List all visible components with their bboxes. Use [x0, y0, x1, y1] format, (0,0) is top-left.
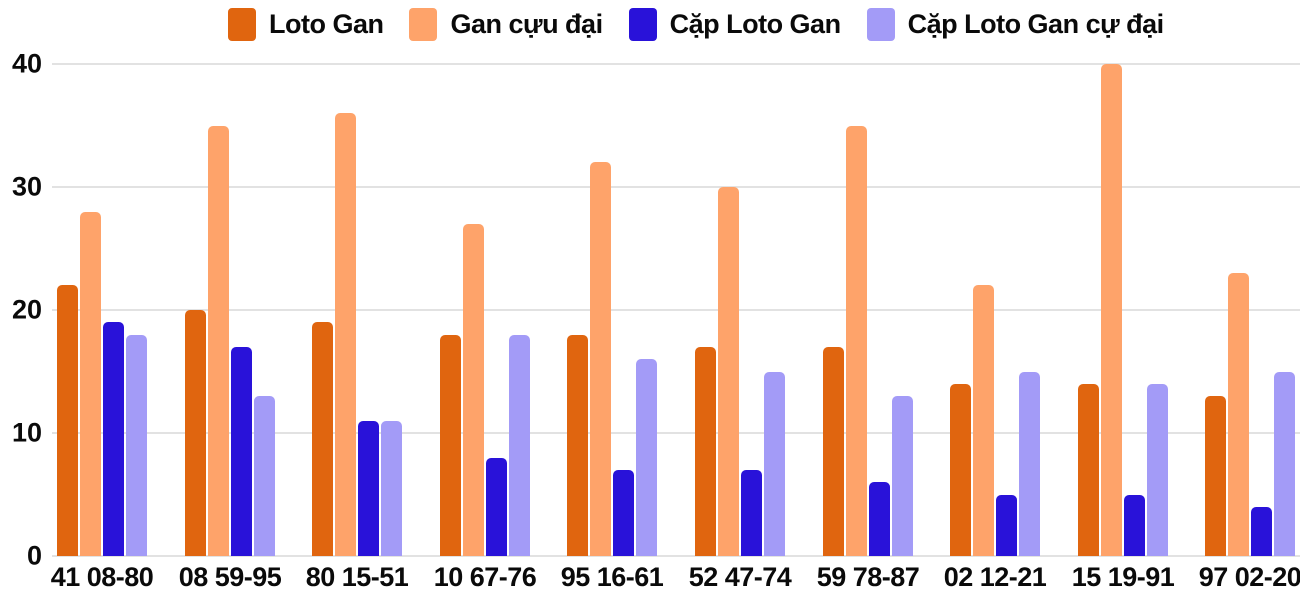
legend-swatch-icon [228, 8, 256, 41]
bar-loto-gan[interactable] [440, 334, 461, 556]
bar-loto-gan[interactable] [312, 322, 333, 556]
bar-loto-gan[interactable] [1078, 383, 1099, 556]
bar-cap-loto-gan[interactable] [613, 469, 634, 556]
legend-swatch-icon [628, 8, 657, 41]
x-axis-label: 80 15-51 [305, 562, 409, 592]
legend-label: Cặp Loto Gan cự đại [907, 9, 1165, 39]
bar-cap-loto-gan-cu-ai[interactable] [254, 396, 275, 556]
bar-gan-cuu-ai[interactable] [1101, 64, 1122, 556]
bar-gan-cuu-ai[interactable] [1228, 273, 1249, 556]
bar-cap-loto-gan-cu-ai[interactable] [1274, 371, 1295, 556]
legend-item-cap-loto-gan[interactable]: Cặp Loto Gan [628, 8, 842, 41]
x-axis-label: 15 19-91 [1071, 562, 1175, 592]
bar-cap-loto-gan[interactable] [486, 457, 507, 556]
bar-cap-loto-gan[interactable] [869, 482, 890, 556]
bar-cap-loto-gan[interactable] [1251, 506, 1272, 556]
x-axis-label: 08 59-95 [178, 562, 282, 592]
bar-gan-cuu-ai[interactable] [590, 162, 611, 556]
legend-swatch-icon [866, 8, 895, 41]
legend-label: Loto Gan [269, 9, 384, 39]
legend-item-loto-gan[interactable]: Loto Gan [228, 8, 384, 41]
bar-cap-loto-gan-cu-ai[interactable] [509, 334, 530, 556]
legend-swatch-icon [409, 8, 438, 41]
x-axis-label: 41 08-80 [50, 562, 154, 592]
legend-item-cap-loto-gan-cu-ai[interactable]: Cặp Loto Gan cự đại [866, 8, 1165, 41]
y-axis-label: 10 [11, 417, 42, 448]
bar-cap-loto-gan-cu-ai[interactable] [892, 396, 913, 556]
bar-cap-loto-gan[interactable] [358, 420, 379, 556]
bar-gan-cuu-ai[interactable] [973, 285, 994, 556]
gridline [52, 63, 1300, 65]
bar-loto-gan[interactable] [1205, 396, 1226, 556]
bar-gan-cuu-ai[interactable] [463, 223, 484, 556]
x-axis-label: 10 67-76 [433, 562, 537, 592]
legend-item-gan-cuu-ai[interactable]: Gan cựu đại [409, 8, 603, 41]
bar-gan-cuu-ai[interactable] [80, 211, 101, 556]
y-axis-label: 30 [11, 171, 42, 202]
bar-loto-gan[interactable] [567, 334, 588, 556]
legend-label: Cặp Loto Gan [669, 9, 842, 39]
gridline [52, 432, 1300, 434]
bar-cap-loto-gan-cu-ai[interactable] [126, 334, 147, 556]
bar-gan-cuu-ai[interactable] [335, 113, 356, 556]
bar-gan-cuu-ai[interactable] [718, 187, 739, 556]
legend-label: Gan cựu đại [450, 9, 603, 39]
bar-cap-loto-gan[interactable] [741, 469, 762, 556]
bar-loto-gan[interactable] [695, 346, 716, 556]
bar-gan-cuu-ai[interactable] [208, 125, 229, 556]
bar-cap-loto-gan[interactable] [1124, 494, 1145, 556]
bar-cap-loto-gan[interactable] [103, 322, 124, 556]
x-axis-label: 02 12-21 [943, 562, 1047, 592]
bar-cap-loto-gan[interactable] [231, 346, 252, 556]
bar-loto-gan[interactable] [950, 383, 971, 556]
y-axis-label: 20 [11, 294, 42, 325]
x-axis-label: 95 16-61 [560, 562, 664, 592]
gridline [52, 309, 1300, 311]
bar-loto-gan[interactable] [823, 346, 844, 556]
y-axis-label: 0 [26, 540, 42, 571]
bar-cap-loto-gan-cu-ai[interactable] [1019, 371, 1040, 556]
chart-legend: Loto Gan Gan cựu đại Cặp Loto Gan Cặp Loto … [228, 8, 1164, 41]
bar-loto-gan[interactable] [185, 310, 206, 556]
bar-cap-loto-gan-cu-ai[interactable] [381, 420, 402, 556]
bar-gan-cuu-ai[interactable] [846, 125, 867, 556]
y-axis-label: 40 [11, 48, 42, 79]
bar-cap-loto-gan[interactable] [996, 494, 1017, 556]
gridline [52, 555, 1300, 557]
bar-loto-gan[interactable] [57, 285, 78, 556]
x-axis-label: 52 47-74 [688, 562, 792, 592]
bar-cap-loto-gan-cu-ai[interactable] [1147, 383, 1168, 556]
bar-cap-loto-gan-cu-ai[interactable] [636, 359, 657, 556]
x-axis-label: 97 02-20 [1198, 562, 1300, 592]
x-axis-label: 59 78-87 [816, 562, 920, 592]
gridline [52, 186, 1300, 188]
bar-cap-loto-gan-cu-ai[interactable] [764, 371, 785, 556]
